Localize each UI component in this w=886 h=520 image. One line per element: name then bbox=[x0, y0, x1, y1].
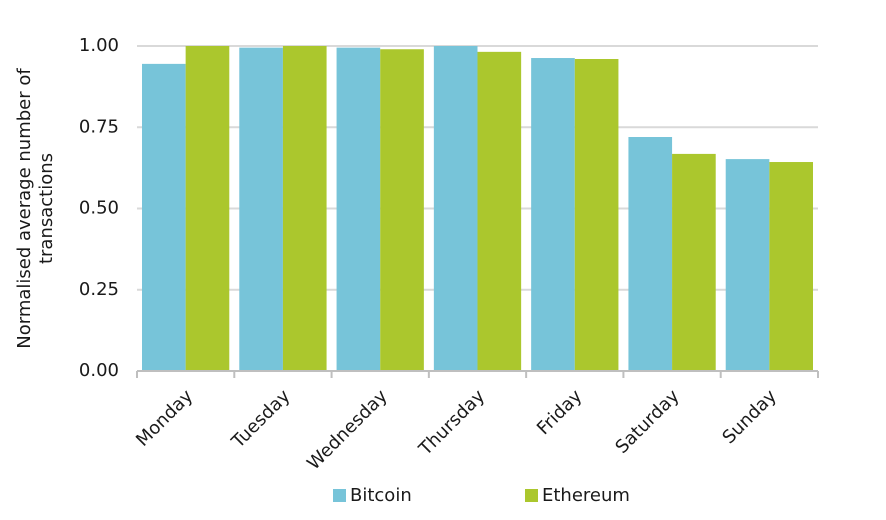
y-axis-label: Normalised average number oftransactions bbox=[14, 68, 57, 349]
y-tick-label: 0.00 bbox=[79, 360, 119, 381]
bar bbox=[380, 49, 424, 371]
x-tick-label: Tuesday bbox=[227, 385, 295, 453]
y-tick-label: 0.25 bbox=[79, 279, 119, 300]
bar bbox=[672, 153, 716, 371]
bar bbox=[477, 51, 522, 371]
bar bbox=[185, 46, 230, 371]
x-tick-label: Saturday bbox=[611, 385, 683, 457]
legend-label: Bitcoin bbox=[350, 485, 412, 506]
x-tick-label: Friday bbox=[533, 385, 587, 439]
y-tick-label: 1.00 bbox=[79, 35, 119, 56]
bar bbox=[433, 46, 478, 371]
legend-label: Ethereum bbox=[542, 485, 630, 506]
legend-swatch bbox=[525, 489, 538, 502]
bar bbox=[142, 63, 186, 371]
x-tick-label: Monday bbox=[132, 385, 197, 450]
y-tick-label: 0.75 bbox=[79, 116, 119, 137]
bar bbox=[769, 162, 813, 371]
bar bbox=[574, 59, 619, 371]
bar bbox=[531, 58, 575, 372]
y-axis-label-line: Normalised average number of bbox=[14, 68, 35, 349]
bar bbox=[282, 46, 327, 371]
bar bbox=[239, 47, 283, 371]
y-axis-label-line: transactions bbox=[36, 153, 57, 264]
bar bbox=[725, 159, 770, 371]
x-tick-label: Sunday bbox=[718, 385, 781, 448]
bar bbox=[336, 47, 381, 371]
x-tick-label: Thursday bbox=[414, 385, 489, 460]
bar bbox=[628, 137, 673, 371]
x-tick-label: Wednesday bbox=[303, 385, 392, 474]
legend-swatch bbox=[333, 489, 346, 502]
y-tick-label: 0.50 bbox=[79, 198, 119, 219]
